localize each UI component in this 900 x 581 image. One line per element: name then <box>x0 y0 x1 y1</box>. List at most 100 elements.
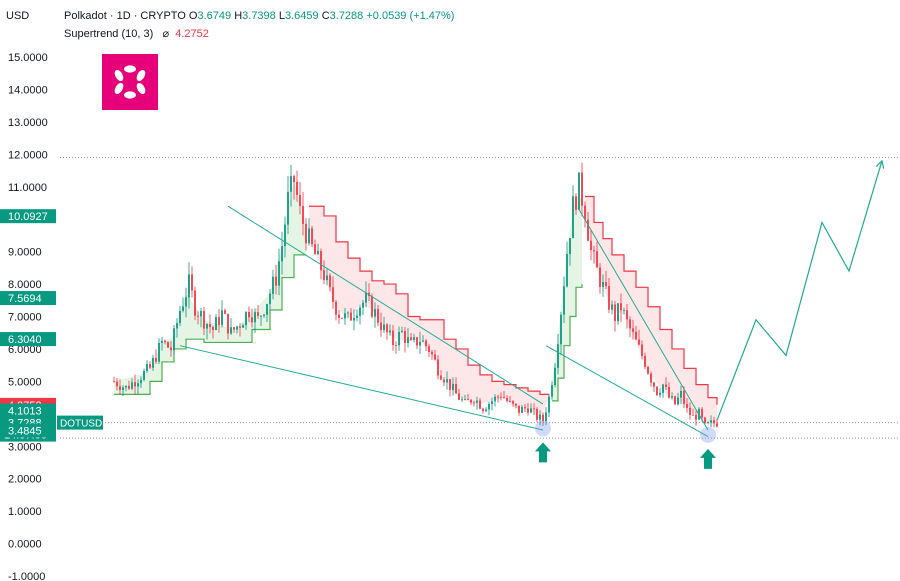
candle-body <box>581 172 583 206</box>
price-badge[interactable]: 7.5694 <box>0 291 56 306</box>
ohlc-key-o: O <box>188 10 198 22</box>
candle-body <box>365 292 367 303</box>
price-badge[interactable]: 6.3040 <box>0 332 56 347</box>
candle-body <box>614 304 616 322</box>
candle-body <box>221 310 223 325</box>
candle-body <box>443 379 445 383</box>
candle-body <box>350 312 352 321</box>
candle-body <box>422 340 424 342</box>
indicator-value: 4.2752 <box>175 28 209 40</box>
candle-body <box>386 324 388 333</box>
candle-body <box>353 318 355 321</box>
up-arrow-icon <box>535 442 551 463</box>
candle-body <box>356 315 358 319</box>
price-badge-label: 10.0927 <box>8 211 48 223</box>
ohlc-values: O3.6749 H3.7398 L3.6459 C3.7288 <box>189 10 363 22</box>
supertrend-fill-down <box>309 206 549 419</box>
y-tick-label: 9.0000 <box>8 247 42 259</box>
candle-body <box>341 317 343 319</box>
price-badge[interactable]: 4.1013 <box>0 403 56 418</box>
symbol-header: Polkadot · 1D · CRYPTO O3.6749 H3.7398 L… <box>64 10 454 22</box>
indicator-legend[interactable]: Supertrend (10, 3) ⌀ 4.2752 <box>64 27 209 40</box>
candle-body <box>683 390 685 405</box>
y-tick-label: 1.0000 <box>8 506 42 518</box>
candle-body <box>251 317 253 323</box>
candle-body <box>230 327 232 334</box>
candle-body <box>188 274 190 298</box>
candle-body <box>488 403 490 410</box>
y-tick-label: 3.0000 <box>8 441 42 453</box>
candle-body <box>641 344 643 356</box>
candle-body <box>146 364 148 371</box>
candle-body <box>125 385 127 388</box>
candle-body <box>626 310 628 320</box>
candle-body <box>434 354 436 360</box>
price-badge[interactable]: 10.0927 <box>0 209 56 224</box>
ohlc-key-h: H <box>231 10 243 22</box>
candle-body <box>548 396 550 413</box>
candle-body <box>401 330 403 332</box>
price-badge-bg <box>0 403 56 418</box>
y-tick-label: 6.0000 <box>8 344 42 356</box>
candle-body <box>512 400 514 404</box>
price-badge-bg <box>0 291 56 306</box>
candle-body <box>584 205 586 220</box>
candle-body <box>665 384 667 387</box>
y-tick-label: 0.0000 <box>8 539 42 551</box>
candle-body <box>383 324 385 331</box>
candle-body <box>245 312 247 326</box>
candle-body <box>590 240 592 251</box>
candle-body <box>617 303 619 322</box>
candle-body <box>608 286 610 310</box>
candle-body <box>215 317 217 331</box>
candle-body <box>578 172 580 210</box>
trendline <box>179 345 544 431</box>
price-badge[interactable]: 3.4845 <box>0 423 56 438</box>
candle-body <box>164 340 166 343</box>
candle-body <box>140 379 142 384</box>
candle-body <box>116 381 118 387</box>
candle-body <box>680 390 682 398</box>
projection-path <box>716 160 883 421</box>
candle-body <box>638 339 640 345</box>
candle-body <box>536 408 538 420</box>
symbol-tag: DOTUSD <box>60 419 102 430</box>
supertrend-fill-up <box>552 196 582 401</box>
candle-body <box>134 382 136 387</box>
candle-body <box>659 392 661 396</box>
candle-body <box>299 194 301 207</box>
candle-body <box>335 301 337 315</box>
candle-body <box>686 404 688 408</box>
candle-body <box>191 274 193 291</box>
supertrend-line-up <box>552 284 583 402</box>
candle-body <box>524 407 526 409</box>
indicator-symbol-icon: ⌀ <box>162 28 170 40</box>
candle-body <box>452 383 454 390</box>
candle-body <box>542 414 544 422</box>
y-tick-label: 12.0000 <box>8 149 48 161</box>
candle-body <box>269 293 271 305</box>
candle-body <box>611 304 613 310</box>
candle-body <box>497 396 499 398</box>
candle-body <box>545 412 547 422</box>
price-badge-label: 6.3040 <box>8 334 42 346</box>
currency-label: USD <box>6 10 30 22</box>
candle-body <box>314 244 316 255</box>
price-badge-label: 7.5694 <box>8 293 42 305</box>
candle-body <box>482 408 484 412</box>
candle-body <box>515 403 517 406</box>
candle-body <box>395 345 397 346</box>
candle-body <box>671 396 673 398</box>
candle-body <box>470 399 472 403</box>
candle-body <box>449 379 451 390</box>
y-tick-label: 14.0000 <box>8 84 48 96</box>
ohlc-value-l: 3.6459 <box>284 10 319 22</box>
candle-body <box>200 311 202 317</box>
candle-body <box>467 399 469 400</box>
candle-body <box>446 379 448 383</box>
candle-body <box>311 228 313 245</box>
bottom-marker <box>700 426 716 443</box>
candle-body <box>410 337 412 340</box>
candle-body <box>182 306 184 311</box>
